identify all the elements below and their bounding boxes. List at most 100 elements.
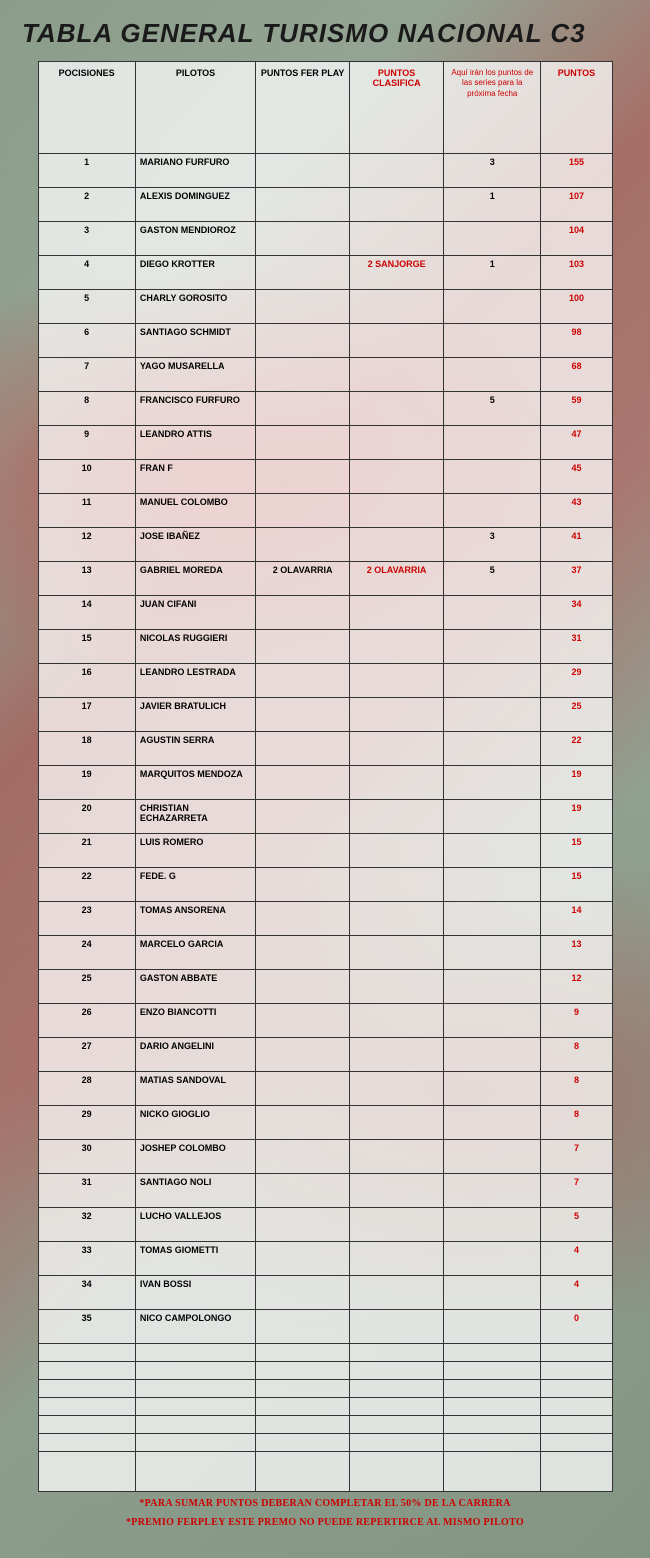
cell-puntos: 8 [541, 1072, 612, 1106]
cell-puntos: 19 [541, 766, 612, 800]
cell-ferplay [256, 290, 350, 324]
table-row: 17JAVIER BRATULICH25 [38, 698, 612, 732]
table-row: 3GASTON MENDIOROZ104 [38, 222, 612, 256]
cell-pilot: JAVIER BRATULICH [135, 698, 255, 732]
cell-pos: 6 [38, 324, 135, 358]
cell-pos: 19 [38, 766, 135, 800]
empty-cell [38, 1416, 135, 1434]
cell-puntos: 7 [541, 1140, 612, 1174]
cell-pilot: JUAN CIFANI [135, 596, 255, 630]
cell-pilot: MARCELO GARCIA [135, 936, 255, 970]
cell-clasif [350, 1174, 444, 1208]
cell-ferplay [256, 460, 350, 494]
cell-clasif [350, 1004, 444, 1038]
table-row: 2ALEXIS DOMINGUEZ1107 [38, 188, 612, 222]
cell-series [444, 800, 541, 834]
cell-pilot: JOSE IBAÑEZ [135, 528, 255, 562]
cell-pilot: NICO CAMPOLONGO [135, 1310, 255, 1344]
cell-series [444, 358, 541, 392]
cell-pos: 10 [38, 460, 135, 494]
cell-ferplay [256, 154, 350, 188]
cell-ferplay [256, 1072, 350, 1106]
cell-ferplay [256, 630, 350, 664]
cell-clasif [350, 902, 444, 936]
cell-puntos: 8 [541, 1038, 612, 1072]
cell-clasif [350, 596, 444, 630]
cell-ferplay [256, 1140, 350, 1174]
cell-puntos: 5 [541, 1208, 612, 1242]
cell-series [444, 936, 541, 970]
cell-pilot: LEANDRO LESTRADA [135, 664, 255, 698]
cell-clasif [350, 290, 444, 324]
cell-pilot: NICOLAS RUGGIERI [135, 630, 255, 664]
empty-cell [541, 1416, 612, 1434]
table-row: 14JUAN CIFANI34 [38, 596, 612, 630]
cell-series: 3 [444, 154, 541, 188]
cell-clasif [350, 732, 444, 766]
table-row: 8FRANCISCO FURFURO559 [38, 392, 612, 426]
cell-puntos: 25 [541, 698, 612, 732]
empty-row [38, 1452, 612, 1492]
cell-clasif [350, 936, 444, 970]
cell-clasif [350, 1310, 444, 1344]
cell-pilot: LUCHO VALLEJOS [135, 1208, 255, 1242]
table-row: 20CHRISTIAN ECHAZARRETA19 [38, 800, 612, 834]
cell-ferplay [256, 188, 350, 222]
table-row: 12JOSE IBAÑEZ341 [38, 528, 612, 562]
cell-pos: 15 [38, 630, 135, 664]
cell-puntos: 7 [541, 1174, 612, 1208]
cell-ferplay [256, 732, 350, 766]
cell-series: 3 [444, 528, 541, 562]
table-row: 1MARIANO FURFURO3155 [38, 154, 612, 188]
cell-series [444, 868, 541, 902]
cell-pilot: FRANCISCO FURFURO [135, 392, 255, 426]
empty-cell [38, 1380, 135, 1398]
cell-pilot: SANTIAGO SCHMIDT [135, 324, 255, 358]
cell-puntos: 103 [541, 256, 612, 290]
cell-series [444, 970, 541, 1004]
cell-ferplay [256, 1310, 350, 1344]
empty-cell [256, 1344, 350, 1362]
cell-pos: 12 [38, 528, 135, 562]
cell-clasif [350, 1140, 444, 1174]
cell-clasif [350, 800, 444, 834]
empty-cell [135, 1380, 255, 1398]
cell-ferplay [256, 834, 350, 868]
footnote-1: *PARA SUMAR PUNTOS DEBERAN COMPLETAR EL … [0, 1498, 650, 1509]
cell-puntos: 4 [541, 1276, 612, 1310]
table-row: 7YAGO MUSARELLA68 [38, 358, 612, 392]
cell-clasif [350, 970, 444, 1004]
cell-puntos: 0 [541, 1310, 612, 1344]
cell-puntos: 15 [541, 868, 612, 902]
table-row: 30JOSHEP COLOMBO7 [38, 1140, 612, 1174]
empty-cell [444, 1380, 541, 1398]
cell-series [444, 1174, 541, 1208]
cell-ferplay [256, 902, 350, 936]
cell-clasif [350, 528, 444, 562]
cell-ferplay [256, 358, 350, 392]
cell-pilot: MARIANO FURFURO [135, 154, 255, 188]
cell-ferplay [256, 1276, 350, 1310]
cell-puntos: 19 [541, 800, 612, 834]
cell-pos: 34 [38, 1276, 135, 1310]
cell-ferplay [256, 494, 350, 528]
cell-puntos: 47 [541, 426, 612, 460]
cell-pilot: MARQUITOS MENDOZA [135, 766, 255, 800]
cell-puntos: 68 [541, 358, 612, 392]
table-row: 16LEANDRO LESTRADA29 [38, 664, 612, 698]
empty-cell [38, 1344, 135, 1362]
col-header-4: Aquí irán los puntos de las series para … [444, 62, 541, 154]
table-row: 23TOMAS ANSORENA14 [38, 902, 612, 936]
cell-puntos: 31 [541, 630, 612, 664]
cell-clasif [350, 1072, 444, 1106]
cell-ferplay [256, 596, 350, 630]
cell-clasif [350, 766, 444, 800]
cell-series [444, 1208, 541, 1242]
cell-pos: 27 [38, 1038, 135, 1072]
table-row: 26ENZO BIANCOTTI9 [38, 1004, 612, 1038]
empty-cell [38, 1434, 135, 1452]
cell-pos: 18 [38, 732, 135, 766]
cell-ferplay [256, 868, 350, 902]
cell-clasif [350, 426, 444, 460]
table-row: 35NICO CAMPOLONGO0 [38, 1310, 612, 1344]
